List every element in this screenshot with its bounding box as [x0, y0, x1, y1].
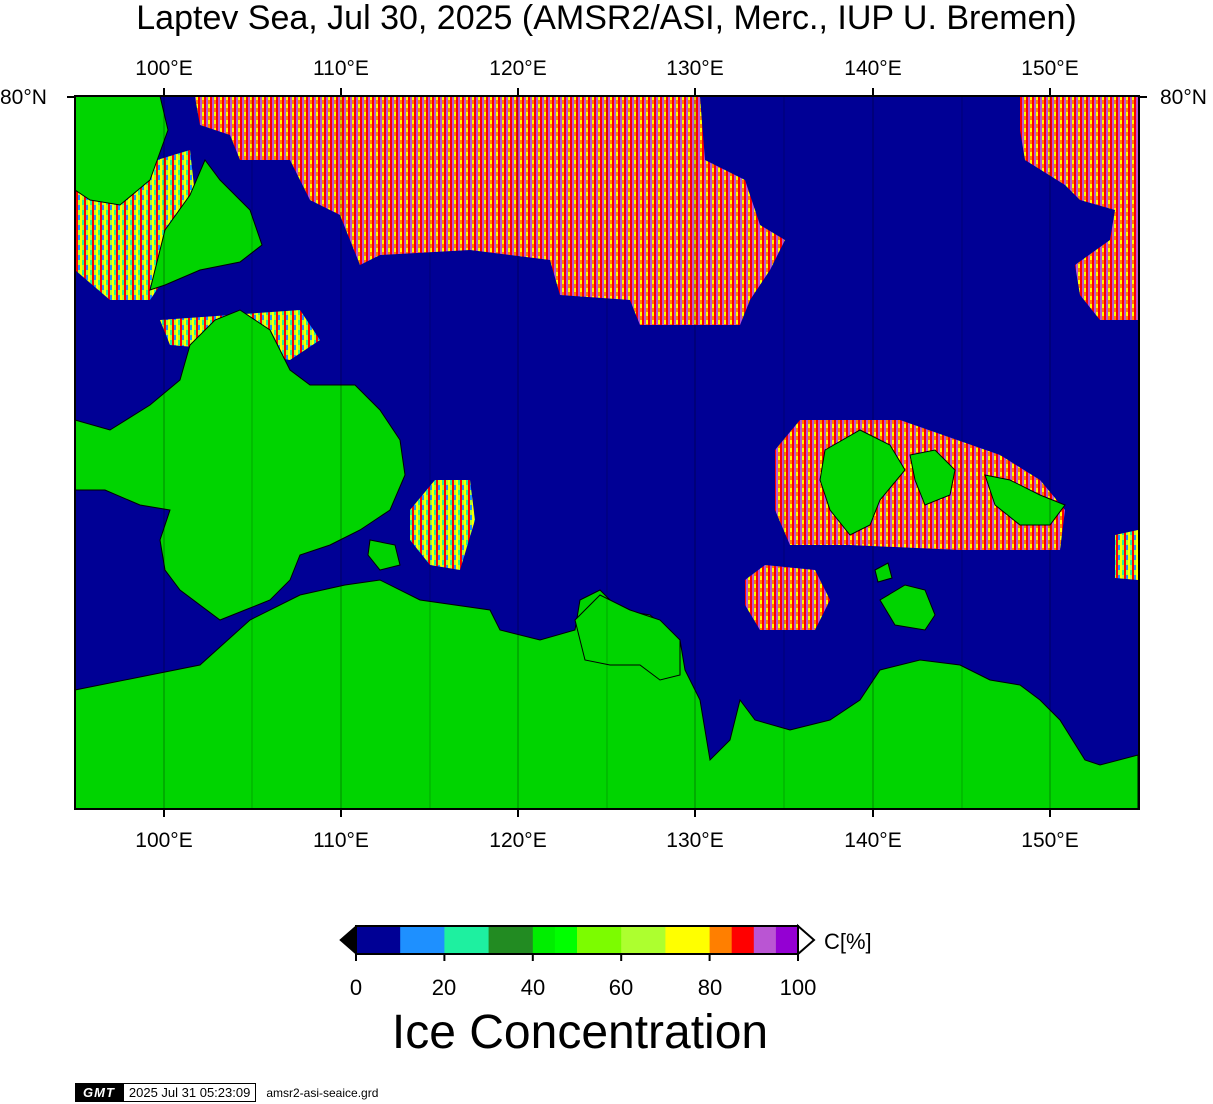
ice-field-east-edge	[1115, 530, 1138, 580]
map-title: Laptev Sea, Jul 30, 2025 (AMSR2/ASI, Mer…	[136, 0, 1077, 37]
colorbar-segment	[665, 926, 711, 954]
lon-tick-top-130: 130°E	[666, 57, 724, 80]
severnaya-zemlya-island	[149, 159, 263, 291]
colorbar	[339, 923, 816, 961]
lat-tick-right-80: 80°N	[1160, 86, 1207, 109]
lon-tick-bottom-120: 120°E	[489, 829, 547, 852]
small-island-2	[874, 562, 893, 583]
taymyr-peninsula	[74, 309, 406, 621]
colorbar-segment	[488, 926, 534, 954]
lon-tick-top-100: 100°E	[135, 57, 193, 80]
frame-ticks	[67, 88, 1147, 817]
colorbar-segment	[621, 926, 666, 954]
colorbar-left-triangle	[339, 924, 357, 956]
ice-field-northeast	[1020, 97, 1138, 320]
lon-tick-top-120: 120°E	[489, 57, 547, 80]
lon-tick-bottom-130: 130°E	[666, 829, 724, 852]
colorbar-segment	[731, 926, 755, 954]
colorbar-label-100: 100	[779, 975, 817, 1000]
ice-field-central	[410, 480, 475, 570]
colorbar-segment	[554, 926, 578, 954]
lat-tick-left-80: 80°N	[0, 86, 47, 109]
colorbar-right-triangle	[797, 923, 816, 957]
legend-title: Ice Concentration	[391, 1006, 769, 1059]
grid-filename: amsr2-asi-seaice.grd	[266, 1085, 379, 1100]
colorbar-segment	[356, 926, 401, 954]
map-frame	[74, 95, 1140, 810]
colorbar-segment	[532, 926, 556, 954]
colorbar-label-40: 40	[520, 975, 546, 1000]
colorbar-segment	[709, 926, 733, 954]
colorbar-unit: C[%]	[824, 929, 872, 954]
bolshoy-lyakhovsky-island	[879, 584, 936, 631]
colorbar-segment	[753, 926, 777, 954]
graticule	[163, 96, 1051, 809]
ice-field-north	[195, 97, 785, 325]
colorbar-segment	[400, 926, 445, 954]
footer: GMT 2025 Jul 31 05:23:09 amsr2-asi-seaic…	[75, 1083, 378, 1102]
lon-tick-bottom-100: 100°E	[135, 829, 193, 852]
colorbar-label-0: 0	[349, 975, 363, 1000]
lena-delta	[574, 594, 681, 681]
colorbar-label-20: 20	[431, 975, 457, 1000]
lon-tick-top-150: 150°E	[1021, 57, 1079, 80]
colorbar-segment	[577, 926, 622, 954]
colorbar-label-80: 80	[697, 975, 723, 1000]
lon-tick-top-110: 110°E	[313, 57, 369, 80]
colorbar-segment	[775, 926, 799, 954]
severnaya-zemlya-west	[74, 95, 169, 206]
ice-field-south	[745, 565, 830, 630]
faddeyevsky-island	[909, 449, 956, 506]
lon-tick-bottom-150: 150°E	[1021, 829, 1079, 852]
lon-tick-bottom-110: 110°E	[313, 829, 369, 852]
kotelny-island	[819, 429, 906, 536]
new-siberia-island	[984, 474, 1066, 526]
colorbar-segment	[444, 926, 490, 954]
lon-tick-top-140: 140°E	[844, 57, 902, 80]
colorbar-label-60: 60	[608, 975, 634, 1000]
lon-tick-bottom-140: 140°E	[844, 829, 902, 852]
gmt-logo: GMT	[75, 1083, 123, 1102]
small-island-1	[367, 539, 401, 571]
timestamp: 2025 Jul 31 05:23:09	[122, 1083, 257, 1102]
